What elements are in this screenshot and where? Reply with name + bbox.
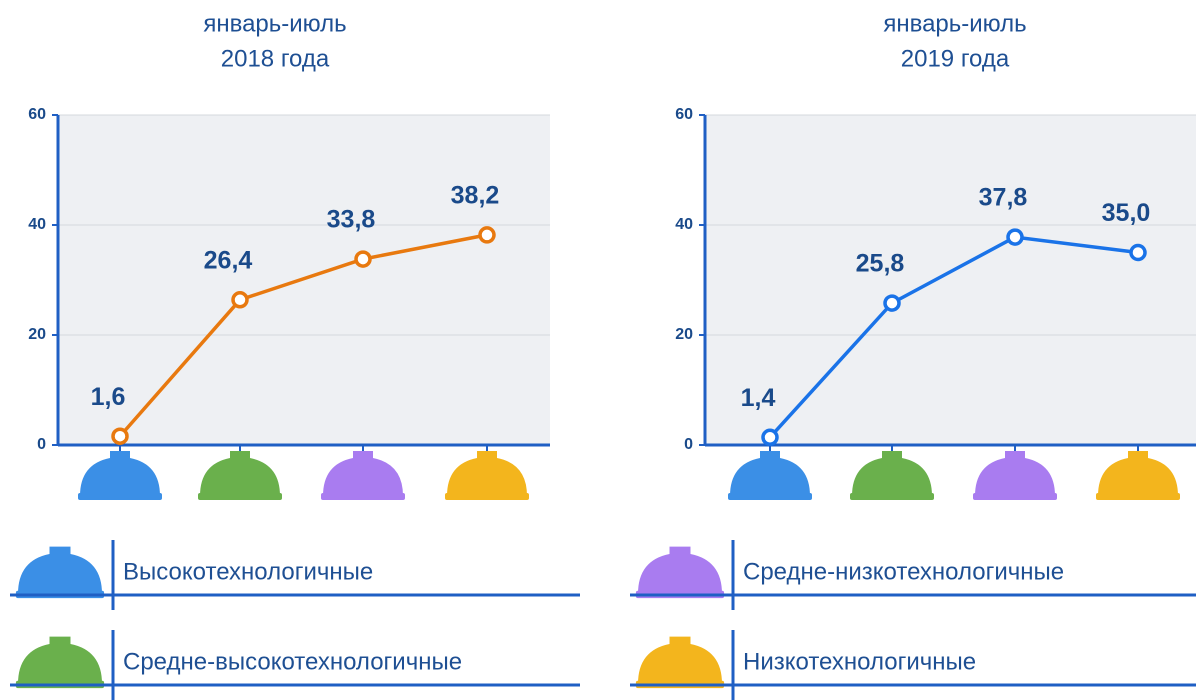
legend-helmet	[638, 636, 722, 684]
point	[1129, 243, 1147, 262]
value-label: 25,8	[856, 250, 905, 278]
legend-helmet	[18, 636, 102, 684]
point	[478, 226, 496, 244]
category-helmet	[852, 451, 932, 496]
category-helmet-brim	[321, 493, 405, 500]
category-helmet	[80, 451, 160, 496]
value-label: 33,8	[327, 206, 376, 234]
value-label: 38,2	[451, 182, 500, 210]
category-helmet-brim	[445, 493, 529, 500]
category-helmet-brim	[728, 493, 812, 500]
y-tick-label: 60	[675, 106, 693, 123]
category-helmet	[323, 451, 403, 496]
legend-label: Средне-высокотехнологичные	[123, 648, 462, 675]
legend-label: Низкотехнологичные	[743, 648, 976, 675]
point	[354, 250, 372, 268]
category-helmet	[200, 451, 280, 496]
category-helmet	[447, 451, 527, 496]
chart-subtitle: 2018 года	[221, 45, 330, 72]
value-label: 1,4	[741, 384, 776, 412]
y-tick-label: 60	[28, 106, 46, 123]
value-label: 1,6	[91, 383, 126, 411]
legend-helmet	[638, 546, 722, 594]
y-tick-label: 0	[37, 436, 46, 453]
point	[231, 291, 249, 309]
point	[761, 428, 779, 447]
line	[768, 235, 1139, 439]
category-helmet	[1098, 451, 1178, 496]
legend-label: Средне-низкотехнологичные	[743, 558, 1064, 585]
chart-title: январь-июль	[203, 10, 346, 37]
category-helmet	[730, 451, 810, 496]
y-tick-label: 0	[684, 436, 693, 453]
y-tick-label: 40	[28, 216, 46, 233]
y-tick-label: 20	[28, 326, 46, 343]
point	[111, 427, 129, 445]
legend-helmet	[18, 546, 102, 594]
y-tick-label: 40	[675, 216, 693, 233]
category-helmet-brim	[198, 493, 282, 500]
chart-title: январь-июль	[883, 10, 1026, 37]
value-label: 37,8	[979, 184, 1028, 212]
point	[883, 294, 901, 312]
point	[1006, 228, 1024, 246]
value-label: 35,0	[1102, 199, 1151, 227]
category-helmet-brim	[973, 493, 1057, 500]
chart-subtitle: 2019 года	[901, 45, 1010, 72]
line	[118, 233, 488, 438]
category-helmet	[975, 451, 1055, 496]
category-helmet-brim	[850, 493, 934, 500]
y-tick-label: 20	[675, 326, 693, 343]
category-helmet-brim	[1096, 493, 1180, 500]
value-label: 26,4	[204, 246, 253, 274]
legend-label: Высокотехнологичные	[123, 558, 373, 585]
category-helmet-brim	[78, 493, 162, 500]
plot-background	[705, 115, 1196, 445]
